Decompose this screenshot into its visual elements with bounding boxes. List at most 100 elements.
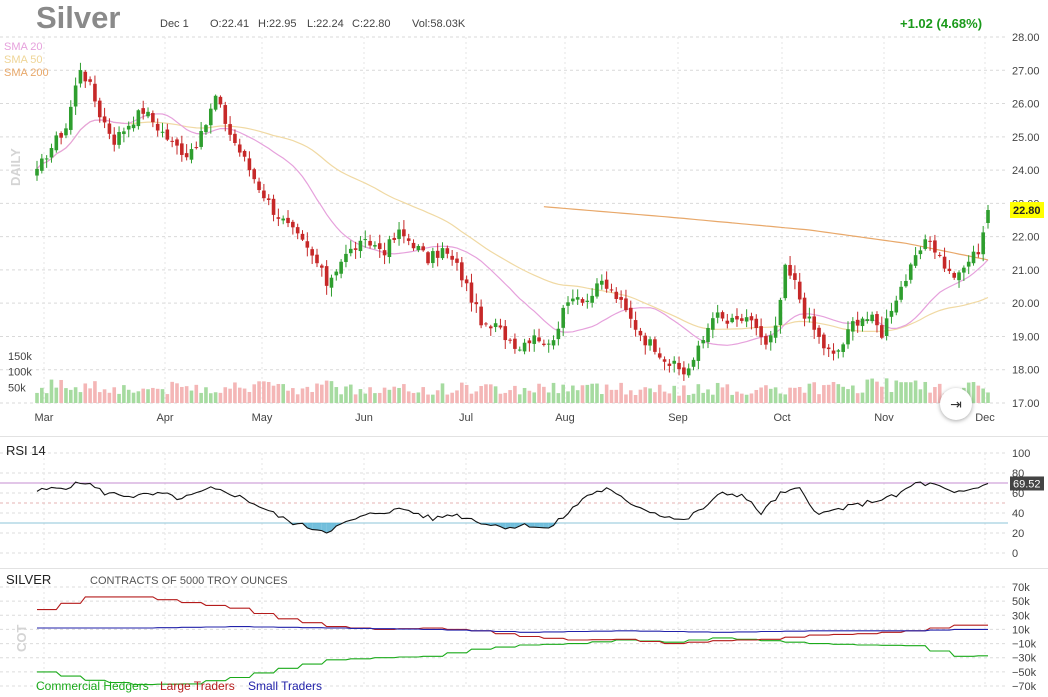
volume-bar: [295, 394, 300, 403]
legend-large-traders: Large Traders: [160, 679, 235, 693]
volume-bar: [764, 385, 768, 403]
volume-bar: [223, 387, 228, 403]
candle-body: [773, 325, 778, 338]
candle-body: [54, 135, 59, 151]
volume-bar: [672, 385, 677, 403]
volume-bar: [522, 387, 527, 403]
candle-body: [875, 314, 879, 326]
close-value: C:22.80: [352, 18, 391, 30]
volume-bar: [889, 392, 894, 403]
volume-bar: [546, 392, 551, 403]
candle-body: [426, 252, 430, 264]
volume-bar: [136, 391, 141, 403]
candle-body: [551, 340, 556, 346]
candle-body: [768, 335, 773, 343]
candle-body: [682, 367, 686, 375]
last-price-marker: [1010, 202, 1044, 219]
candle-body: [604, 279, 609, 289]
volume-bar: [64, 388, 68, 403]
candle-body: [735, 316, 739, 320]
candle-body: [778, 299, 783, 326]
candle-body: [300, 233, 305, 240]
candle-body: [184, 153, 189, 158]
go-to-end-button[interactable]: ⇥: [940, 388, 972, 420]
candle-body: [189, 149, 194, 160]
candle-body: [826, 347, 831, 350]
volume-bar: [266, 381, 271, 403]
volume-bar: [928, 392, 932, 403]
volume-bar: [778, 393, 783, 403]
volume-bar: [817, 394, 821, 403]
volume-bar: [879, 386, 884, 403]
candle-body: [126, 125, 131, 130]
candle-body: [146, 111, 150, 117]
sma50-legend: SMA 50: [4, 54, 43, 66]
volume-bar: [711, 394, 715, 403]
candle-body: [561, 307, 565, 328]
price-grid: [0, 36, 1008, 404]
candle-body: [233, 133, 237, 143]
candle-body: [672, 360, 677, 364]
candle-body: [696, 345, 701, 361]
price-tick-label: 25.00: [1012, 132, 1040, 144]
volume-bar: [923, 381, 928, 403]
candle-body: [88, 79, 92, 82]
sma200-legend: SMA 200: [4, 67, 49, 79]
volume-bar: [107, 392, 112, 403]
candle-body: [508, 339, 512, 341]
volume-bar: [416, 392, 421, 403]
candle-body: [484, 323, 488, 325]
candle-body: [889, 310, 894, 317]
month-tick-label: Apr: [156, 412, 173, 424]
volume-bar: [141, 388, 146, 403]
volume-bar: [870, 378, 874, 403]
candle-body: [628, 307, 633, 319]
sma50-line: [36, 119, 989, 332]
candle-body: [503, 326, 508, 341]
candle-body: [286, 217, 290, 224]
symbol-title: Silver: [36, 0, 121, 35]
candle-body: [879, 325, 884, 338]
candle-body: [542, 343, 546, 345]
candle-body: [662, 359, 667, 362]
candle-body: [83, 71, 88, 82]
candle-body: [715, 312, 720, 318]
candle-body: [117, 132, 121, 145]
cot-tick-label: 10k: [1012, 624, 1030, 636]
cot-tick-label: 70k: [1012, 582, 1030, 594]
month-tick-label: Oct: [773, 412, 790, 424]
volume-bar: [281, 384, 285, 403]
volume-bar: [508, 390, 512, 403]
volume-bar: [653, 392, 657, 403]
volume-bar: [793, 387, 797, 403]
candle-body: [860, 318, 865, 327]
volume-bar: [170, 381, 174, 403]
volume-bar: [657, 384, 662, 403]
volume-bars: [35, 378, 990, 403]
volume-bar: [363, 393, 368, 403]
volume-bar: [199, 392, 203, 403]
candle-body: [377, 243, 382, 249]
volume-bar: [397, 387, 401, 403]
rsi-fill-segment: [500, 523, 506, 529]
candle-body: [846, 329, 850, 345]
commercial-hedgers-line: [37, 637, 988, 686]
volume-bar: [797, 387, 802, 403]
candle-body: [740, 318, 744, 321]
rsi-last-marker: [1010, 476, 1044, 491]
candle-body: [348, 248, 353, 254]
volume-bar: [208, 393, 213, 403]
candle-body: [368, 240, 372, 246]
candle-body: [706, 327, 710, 343]
volume-bar: [575, 390, 580, 403]
candle-body: [93, 83, 97, 102]
month-tick-label: Aug: [555, 412, 575, 424]
volume-bar: [551, 382, 556, 403]
volume-bar: [455, 390, 459, 403]
candle-body: [686, 368, 691, 376]
volume-bar: [725, 384, 730, 403]
volume-bar: [899, 382, 903, 403]
price-tick-label: 26.00: [1012, 99, 1040, 111]
candle-body: [213, 95, 218, 110]
candle-body: [904, 280, 908, 287]
